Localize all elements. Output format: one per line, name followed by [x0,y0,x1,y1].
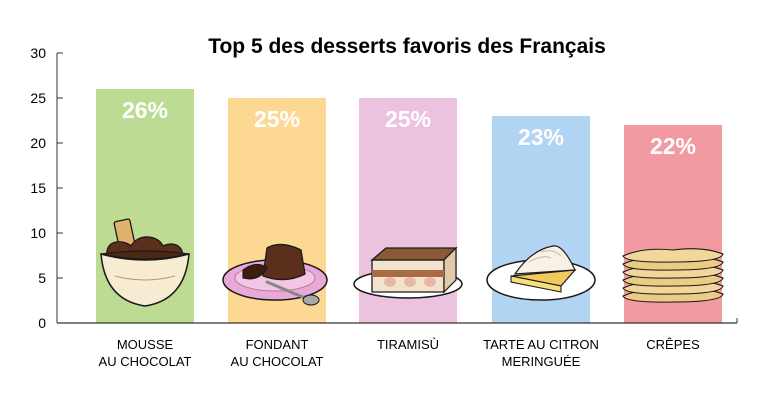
chocolate-mousse-icon [100,218,190,307]
y-tick-label: 0 [38,315,46,331]
y-tick-label: 5 [38,270,46,286]
bar-value-label: 26% [122,97,168,123]
bar-value-label: 25% [385,106,431,132]
y-tick-label: 15 [30,180,46,196]
lemon-meringue-tart-icon [486,245,596,301]
category-labels: MOUSSE AU CHOCOLAT FONDANT AU CHOCOLAT TIRAM… [99,337,701,369]
category-label: TARTE AU CITRON [483,337,599,352]
bar-value-label: 22% [650,133,696,159]
crepes-icon [622,248,724,303]
y-axis: 0 5 10 15 20 25 30 [30,45,63,331]
y-tick-label: 10 [30,225,46,241]
chart-title: Top 5 des desserts favoris des Français [208,35,606,58]
y-tick-label: 25 [30,90,46,106]
category-label: CRÊPES [646,337,700,352]
category-label: FONDANT [246,337,309,352]
category-label: TIRAMISÙ [377,337,439,352]
category-label: MERINGUÉE [502,354,581,369]
category-label: AU CHOCOLAT [99,354,192,369]
bar-value-label: 23% [518,124,564,150]
data-labels: 26% 25% 25% 23% 22% [122,97,696,159]
category-label: MOUSSE [117,337,174,352]
category-label: AU CHOCOLAT [231,354,324,369]
tiramisu-icon [353,246,463,299]
bar-value-label: 25% [254,106,300,132]
y-tick-label: 30 [30,45,46,61]
chocolate-fondant-icon [222,243,328,306]
dessert-illustrations [100,218,724,307]
x-axis [57,318,738,324]
y-tick-label: 20 [30,135,46,151]
